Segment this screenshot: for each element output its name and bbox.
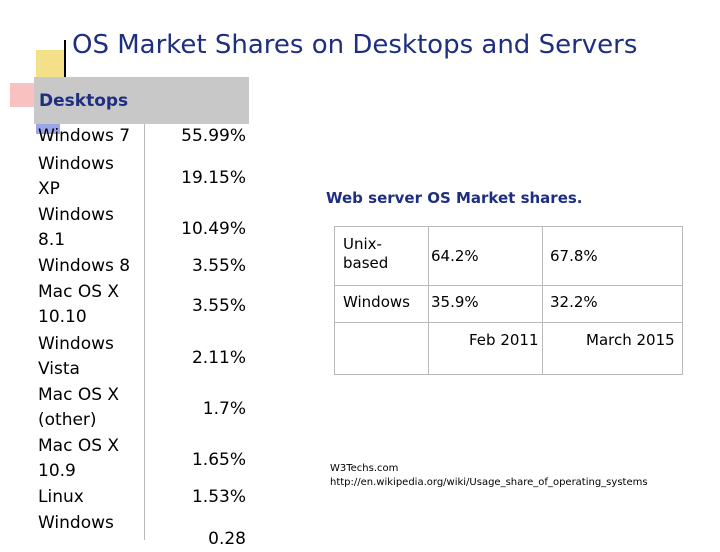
os-name: Windows: [38, 513, 114, 533]
column-header-feb-2011: Feb 2011: [469, 331, 539, 349]
source-line: W3Techs.com: [330, 463, 399, 474]
os-share: 55.99%: [181, 126, 246, 146]
os-share: 19.15%: [181, 168, 246, 188]
column-header-march-2015: March 2015: [586, 331, 675, 349]
server-share-feb-2011: 35.9%: [431, 293, 479, 311]
decor-square-yellow: [36, 50, 66, 80]
os-name: Windows 8.1: [38, 205, 114, 250]
os-name: Windows 8: [38, 256, 131, 276]
os-name: Windows XP: [38, 154, 114, 199]
web-server-table: Unix- based 64.2% 67.8% Windows 35.9% 32…: [334, 226, 683, 375]
server-os-name: Windows: [343, 293, 410, 311]
table-divider: [335, 322, 682, 323]
server-share-feb-2011: 64.2%: [431, 247, 479, 265]
slide-title: OS Market Shares on Desktops and Servers: [72, 30, 638, 60]
os-name: Linux: [38, 487, 84, 507]
os-share: 3.55%: [191, 256, 246, 276]
server-os-name: Unix- based: [343, 235, 389, 272]
desktops-heading: Desktops: [39, 91, 129, 111]
server-share-march-2015: 32.2%: [550, 293, 598, 311]
os-name: Mac OS X (other): [38, 385, 120, 430]
decor-square-pink: [10, 83, 36, 107]
os-name: Mac OS X 10.9: [38, 436, 120, 481]
source-url: http://en.wikipedia.org/wiki/Usage_share…: [330, 477, 648, 488]
desktops-header: Desktops: [34, 77, 249, 124]
column-divider: [144, 124, 145, 540]
os-share: 3.55%: [191, 296, 246, 316]
os-share: 1.7%: [202, 399, 246, 419]
os-name: Windows Vista: [38, 334, 114, 379]
source-citation: W3Techs.com http://en.wikipedia.org/wiki…: [330, 462, 648, 490]
os-share: 1.53%: [191, 487, 246, 507]
os-name: Mac OS X 10.10: [38, 282, 120, 327]
os-share: 2.11%: [191, 348, 246, 368]
title-accent-bar: [64, 40, 66, 100]
server-share-march-2015: 67.8%: [550, 247, 598, 265]
table-divider: [335, 285, 682, 286]
os-share: 10.49%: [181, 219, 246, 239]
os-name: Windows 7: [38, 126, 131, 146]
web-server-heading: Web server OS Market shares.: [326, 189, 583, 207]
os-share: 1.65%: [191, 450, 246, 470]
table-divider: [542, 227, 543, 374]
table-divider: [428, 227, 429, 374]
